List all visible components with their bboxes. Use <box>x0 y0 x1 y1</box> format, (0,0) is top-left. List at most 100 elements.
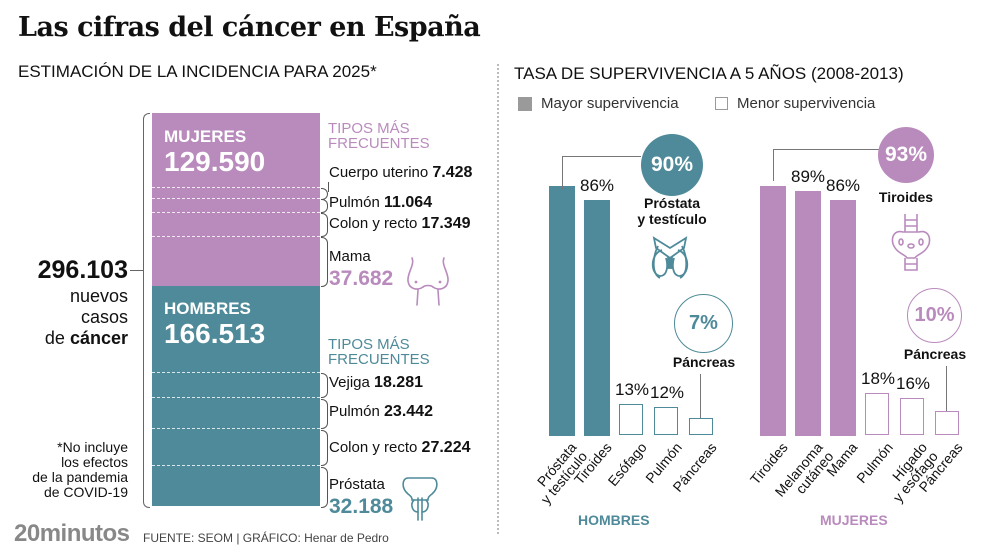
mujeres-segment <box>152 113 320 286</box>
highlight-high-organ: Próstata y testículo <box>611 195 733 227</box>
mama-value: 37.682 <box>329 267 394 290</box>
divider-line <box>152 236 320 237</box>
organ-line: y testículo <box>637 211 707 227</box>
incidence-heading: ESTIMACIÓN DE LA INCIDENCIA PARA 2025* <box>18 62 377 81</box>
hombres-type-prostata: Próstata <box>329 476 385 493</box>
group-label: MUJERES <box>820 512 888 528</box>
bar <box>689 417 713 435</box>
testis-icon <box>651 236 689 279</box>
bar <box>584 199 610 436</box>
type-name: Pulmón <box>329 403 380 420</box>
note-line: de COVID-19 <box>43 484 128 500</box>
type-value: 23.442 <box>384 403 433 420</box>
note-line: de la pandemia <box>32 469 128 485</box>
thyroid-icon <box>891 214 931 271</box>
prostate-icon <box>402 477 438 521</box>
divider-line <box>152 465 320 466</box>
organ-line: Próstata <box>643 195 701 211</box>
group-label: HOMBRES <box>578 512 650 528</box>
total-caption: nuevos casos de cáncer <box>45 286 128 349</box>
legend-mayor-swatch <box>518 97 532 111</box>
bar-value-label: 18% <box>860 369 896 389</box>
highlight-low-circle: 7% <box>674 294 733 353</box>
highlight-low-connector <box>700 374 701 418</box>
type-value: 27.224 <box>421 439 471 456</box>
brace <box>321 373 328 398</box>
caption-bold: cáncer <box>69 328 128 348</box>
caption-prefix: de <box>44 328 70 348</box>
mujeres-type-pulmon: Pulmón 11.064 <box>329 194 432 212</box>
highlight-low-connector <box>946 366 947 411</box>
divider-line <box>152 198 320 199</box>
brace <box>321 467 328 508</box>
mujeres-freq-title: TIPOS MÁS FRECUENTES <box>328 121 430 151</box>
bar-value-label: 89% <box>790 167 826 187</box>
bar-value-label: 12% <box>649 382 685 402</box>
type-value: 7.428 <box>432 164 473 181</box>
hombres-type-colon: Colon y recto 27.224 <box>329 439 470 457</box>
bar <box>865 393 889 435</box>
hombres-total: 166.513 <box>164 318 266 349</box>
freq-title-line: FRECUENTES <box>328 351 430 368</box>
bar-value-label: 86% <box>579 175 615 195</box>
mujeres-type-uterino: Cuerpo uterino 7.428 <box>329 164 472 182</box>
highlight-high-circle: 90% <box>641 134 703 196</box>
highlight-low-circle: 10% <box>907 288 962 343</box>
bar <box>830 199 856 436</box>
highlight-low-organ: Páncreas <box>903 346 967 362</box>
breast-icon <box>407 257 449 306</box>
freq-title-line: TIPOS MÁS <box>328 336 410 353</box>
bar <box>654 406 678 435</box>
survival-heading: TASA DE SUPERVIVENCIA A 5 AÑOS (2008-201… <box>514 64 904 83</box>
total-bracket <box>143 113 150 508</box>
bar <box>760 186 786 436</box>
highlight-high-circle: 93% <box>878 127 934 183</box>
divider-line <box>152 372 320 373</box>
brace <box>321 199 328 213</box>
mujeres-total: 129.590 <box>164 146 266 177</box>
legend-menor-swatch <box>715 97 728 110</box>
brand-logo: 20minutos <box>14 520 130 547</box>
highlight-high-organ: Tiroides <box>878 189 934 205</box>
freq-title-line: TIPOS MÁS <box>328 120 410 137</box>
page-title: Las cifras del cáncer en España <box>18 12 481 43</box>
brace <box>321 430 328 466</box>
bar <box>900 397 924 435</box>
legend-menor-label: Menor supervivencia <box>737 95 876 112</box>
highlight-connector <box>773 149 881 181</box>
bar <box>619 404 643 435</box>
type-name: Vejiga <box>329 374 370 391</box>
hombres-segment <box>152 286 320 506</box>
bar-value-label: 13% <box>614 380 650 400</box>
type-value: 18.281 <box>374 374 423 391</box>
type-name: Próstata <box>329 476 385 493</box>
divider-line <box>152 187 320 188</box>
total-connector <box>130 270 143 271</box>
total-caption-line: casos <box>80 307 128 327</box>
mujeres-type-colon: Colon y recto 17.349 <box>329 215 470 233</box>
section-divider <box>497 64 499 534</box>
legend-mayor-label: Mayor supervivencia <box>541 95 679 112</box>
hombres-freq-title: TIPOS MÁS FRECUENTES <box>328 337 430 367</box>
divider-line <box>152 428 320 429</box>
total-caption-line: de cáncer <box>45 328 128 349</box>
note-line: *No incluye <box>57 439 128 455</box>
type-name: Colon y recto <box>329 215 418 232</box>
hombres-type-pulmon: Pulmón 23.442 <box>329 403 433 421</box>
divider-line <box>152 212 320 213</box>
total-caption-line: nuevos <box>69 286 128 306</box>
hombres-type-vejiga: Vejiga 18.281 <box>329 374 423 392</box>
type-value: 11.064 <box>384 194 433 211</box>
note-line: los efectos <box>61 454 128 470</box>
type-name: Colon y recto <box>329 439 418 456</box>
brace <box>321 213 328 237</box>
brace <box>321 399 328 429</box>
type-name: Pulmón <box>329 194 380 211</box>
bar-value-label: 86% <box>825 175 861 195</box>
bar <box>935 411 959 435</box>
mujeres-label: MUJERES <box>164 127 247 146</box>
bar <box>549 186 575 436</box>
total-value: 296.103 <box>37 256 128 284</box>
highlight-low-organ: Páncreas <box>672 354 736 370</box>
covid-note: *No incluye los efectos de la pandemia d… <box>32 440 128 500</box>
